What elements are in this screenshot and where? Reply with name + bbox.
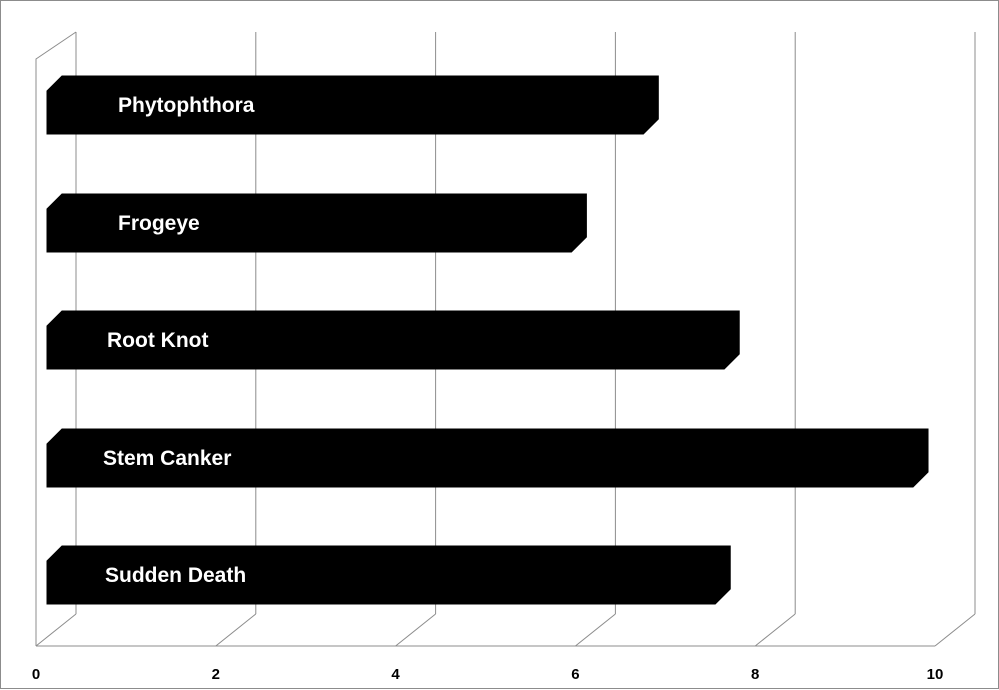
gridline-floor [754,613,796,647]
gridline-floor [215,613,257,647]
x-tick-label: 0 [32,666,40,683]
bar-label: Phytophthora [118,94,255,117]
x-tick-label: 8 [751,666,759,683]
x-tick-label: 2 [212,666,220,683]
bar-label: Sudden Death [105,564,246,587]
gridline-floor [35,613,77,647]
x-tick-label: 10 [927,666,944,683]
gridline-floor [934,613,976,647]
bars: Phytophthora Frogeye Root Knot Stem Canker S… [46,75,929,605]
x-tick-label: 6 [571,666,579,683]
x-axis-ticks: 0 2 4 6 8 10 [32,666,944,683]
x-tick-label: 4 [391,666,400,683]
bar [46,193,587,253]
gridline-floor [575,613,616,647]
bar [46,310,740,370]
bar-label: Root Knot [107,329,208,352]
bar [46,428,929,488]
bar [46,75,659,135]
left-wall-edge [35,31,77,646]
gridline-floor [395,613,436,647]
bar [46,545,731,605]
bar-label: Stem Canker [103,447,231,470]
bar-label: Frogeye [118,212,200,235]
